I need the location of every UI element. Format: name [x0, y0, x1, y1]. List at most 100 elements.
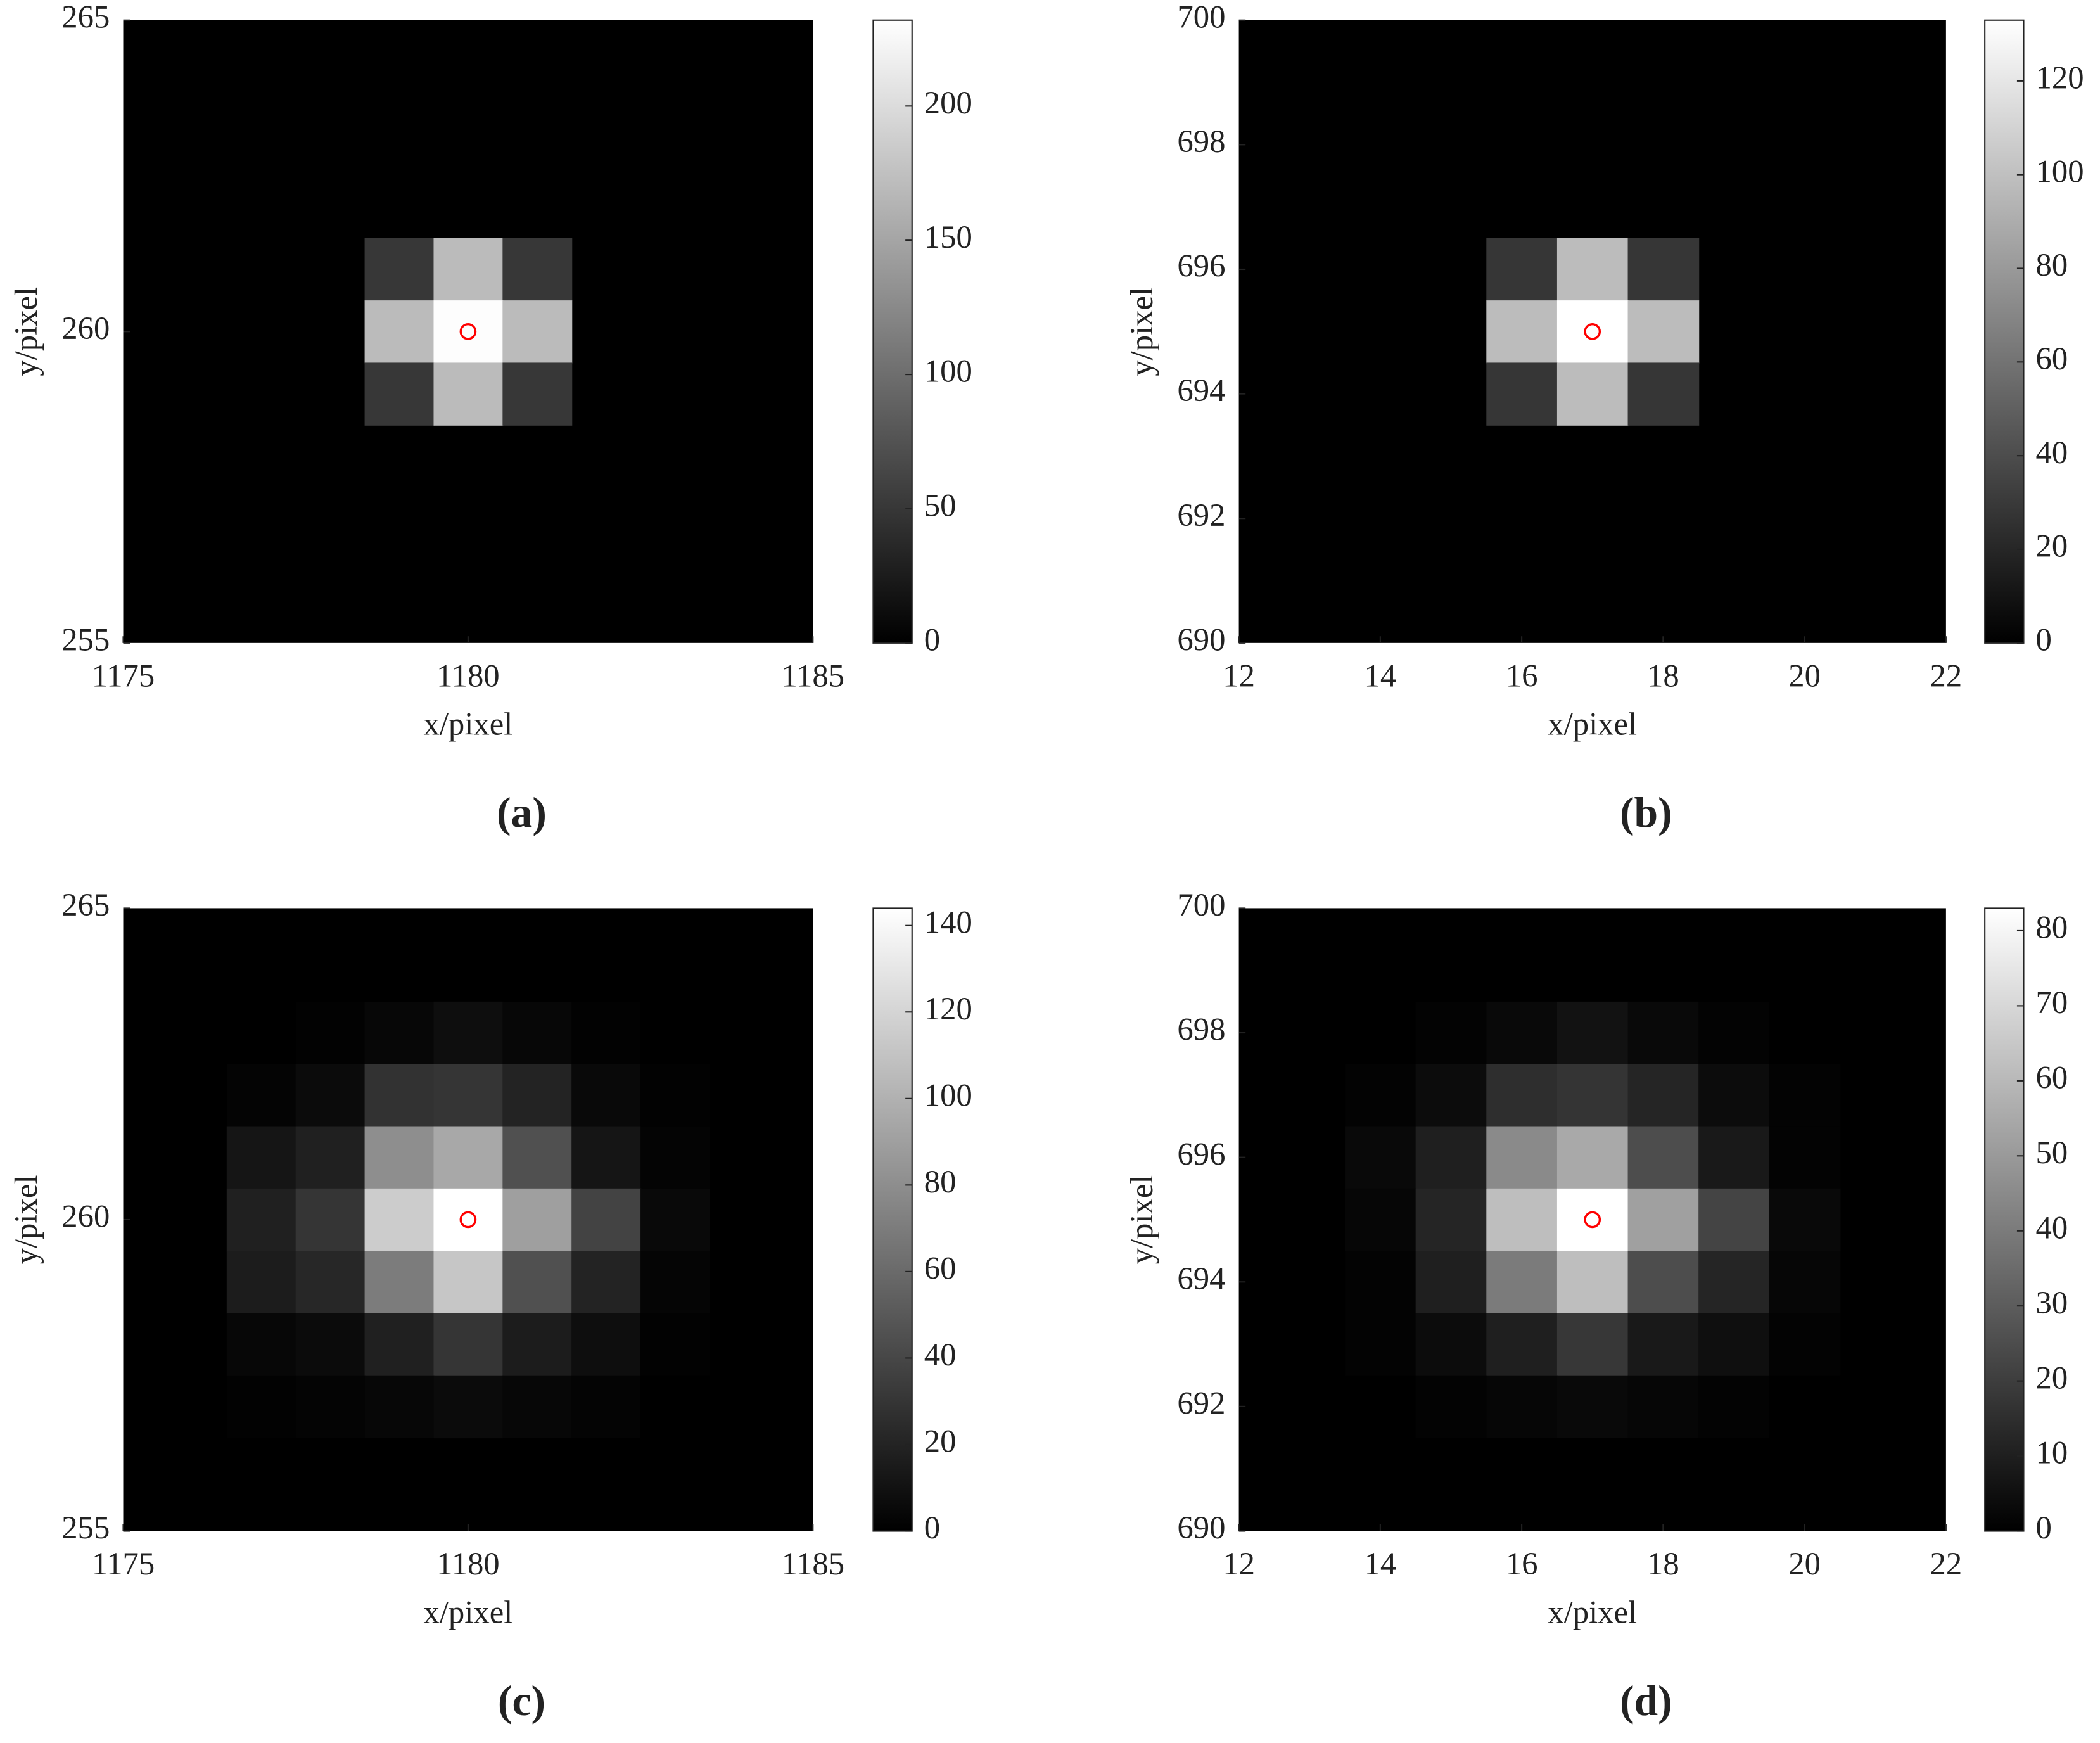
cell	[1486, 1313, 1558, 1376]
cell	[1415, 1251, 1487, 1314]
cell	[433, 1375, 504, 1439]
cell	[1486, 1188, 1558, 1252]
cell	[433, 1251, 504, 1314]
cell	[364, 362, 435, 426]
cell	[502, 362, 573, 426]
cell	[1627, 1251, 1700, 1314]
cell	[1345, 1001, 1416, 1065]
cell	[364, 300, 435, 364]
y-tick-label: 694	[1177, 373, 1225, 408]
y-tick-label: 700	[1177, 887, 1225, 923]
x-axis-label: x/pixel	[1548, 706, 1637, 742]
cell	[571, 1064, 642, 1127]
cell	[1486, 1251, 1558, 1314]
y-axis-label: y/pixel	[8, 1175, 44, 1265]
cell	[1556, 362, 1629, 426]
x-tick-label: 16	[1506, 658, 1538, 694]
cell	[502, 1251, 573, 1314]
x-tick-label: 1180	[436, 658, 500, 694]
cell	[226, 1188, 296, 1252]
cell	[1415, 1126, 1487, 1189]
cell	[364, 1313, 435, 1376]
cell	[226, 1126, 296, 1189]
y-tick-label: 696	[1177, 248, 1225, 284]
cell	[571, 1251, 642, 1314]
cell	[571, 1313, 642, 1376]
cell	[1415, 1001, 1487, 1065]
colorbar-tick-label: 10	[2036, 1435, 2068, 1471]
colorbar-tick-label: 120	[2036, 60, 2084, 95]
cell	[1345, 1375, 1416, 1439]
x-tick-label: 12	[1223, 1546, 1255, 1581]
x-tick-label: 1185	[782, 658, 845, 694]
cells	[1486, 238, 1700, 426]
cell	[1769, 1188, 1841, 1252]
colorbar-tick-label: 50	[924, 488, 957, 523]
y-tick-label: 255	[61, 622, 110, 657]
cell	[640, 1126, 711, 1189]
caption: (b)	[1620, 789, 1672, 836]
cell	[1345, 1188, 1416, 1252]
cells	[364, 238, 573, 426]
colorbar-tick-label: 100	[924, 1077, 972, 1113]
x-tick-label: 1185	[782, 1546, 845, 1581]
colorbar-tick-label: 150	[924, 219, 972, 255]
colorbar-tick-label: 40	[924, 1337, 957, 1372]
cell	[1486, 1064, 1558, 1127]
colorbar-tick-label: 120	[924, 991, 972, 1026]
cell	[433, 1126, 504, 1189]
cell	[1698, 1126, 1770, 1189]
cell	[1627, 1126, 1700, 1189]
colorbar-tick-label: 140	[924, 904, 972, 940]
y-tick-label: 690	[1177, 1510, 1225, 1545]
panel: 1175 1180 1185 255 260 265 x/pixel y/pixel (a) 0 5…	[8, 0, 972, 836]
cell	[571, 1188, 642, 1252]
colorbar-tick-label: 20	[924, 1424, 957, 1459]
colorbar-tick-label: 40	[2036, 435, 2068, 470]
colorbar-tick-label: 100	[2036, 153, 2084, 189]
colorbar-tick-label: 0	[924, 1510, 940, 1545]
cell	[571, 1001, 642, 1065]
colorbar-tick-label: 200	[924, 85, 972, 120]
y-tick-label: 265	[61, 0, 110, 34]
colorbar-tick-label: 60	[2036, 1059, 2068, 1095]
cell	[1345, 1126, 1416, 1189]
cell	[640, 1064, 711, 1127]
cell	[433, 238, 504, 302]
y-tick-label: 698	[1177, 124, 1225, 159]
cell	[1698, 1064, 1770, 1127]
cell	[1769, 1251, 1841, 1314]
cell	[364, 1251, 435, 1314]
colorbar-tick-label: 50	[2036, 1135, 2068, 1170]
cell	[571, 1375, 642, 1439]
cell	[364, 1001, 435, 1065]
colorbar-tick-label: 0	[924, 622, 940, 657]
cell	[1769, 1375, 1841, 1439]
y-tick-label: 700	[1177, 0, 1225, 34]
cell	[1415, 1313, 1487, 1376]
centroid-marker	[1584, 322, 1601, 340]
x-axis-label: x/pixel	[423, 1594, 512, 1630]
centroid-marker	[459, 1211, 477, 1229]
cell	[1627, 1313, 1700, 1376]
x-tick-label: 18	[1647, 1546, 1679, 1581]
x-tick-label: 22	[1930, 1546, 1963, 1581]
y-tick-label: 260	[61, 310, 110, 346]
cell	[1556, 1001, 1629, 1065]
colorbar	[1984, 19, 2025, 644]
cell	[1769, 1313, 1841, 1376]
cell	[1486, 238, 1558, 302]
colorbar-tick-label: 30	[2036, 1285, 2068, 1320]
cell	[1486, 1126, 1558, 1189]
x-tick-label: 18	[1647, 658, 1679, 694]
colorbar-tick-label: 20	[2036, 1360, 2068, 1395]
x-tick-label: 14	[1364, 658, 1396, 694]
cell	[502, 300, 573, 364]
cell	[364, 1126, 435, 1189]
cell	[1627, 1188, 1700, 1252]
cell	[640, 1251, 711, 1314]
cell	[433, 1001, 504, 1065]
x-tick-label: 20	[1788, 1546, 1821, 1581]
cell	[364, 1064, 435, 1127]
